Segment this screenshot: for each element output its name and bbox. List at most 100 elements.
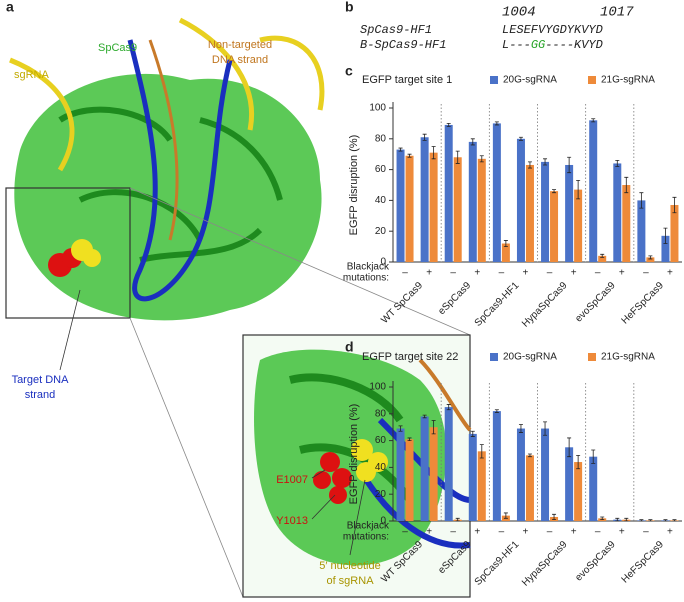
x-tick-label: HypaSpCas9: [520, 280, 570, 330]
bar: [405, 155, 414, 262]
sublabel: +: [667, 527, 673, 538]
chart-title: EGFP target site 22: [362, 351, 458, 363]
error-bar: [663, 227, 668, 244]
y-tick-label: 20: [375, 489, 387, 500]
bar: [396, 149, 405, 262]
bar: [477, 158, 486, 262]
y-tick-label: 100: [369, 382, 386, 393]
error-bar: [624, 517, 629, 522]
sublabel: –: [450, 268, 456, 279]
error-bar: [552, 513, 557, 521]
legend-label: 20G-sgRNA: [503, 75, 557, 86]
sublabel: +: [474, 268, 480, 279]
sublabel: –: [402, 268, 408, 279]
sublabel-title: mutations:: [343, 532, 389, 543]
error-bar: [615, 159, 620, 167]
error-bar: [431, 420, 436, 435]
y-tick-label: 40: [375, 462, 387, 473]
bar: [420, 137, 429, 262]
error-bar: [663, 519, 668, 522]
error-bar: [503, 240, 508, 247]
error-bar: [407, 437, 412, 441]
error-bar: [552, 189, 557, 194]
sequence-part: GG: [531, 38, 546, 52]
legend-swatch: [588, 76, 596, 84]
sublabel: –: [547, 527, 553, 538]
bar: [646, 257, 655, 262]
x-tick-label: SpCas9-HF1: [473, 280, 522, 329]
sublabel: –: [450, 527, 456, 538]
sequence-name: SpCas9-HF1: [360, 23, 432, 37]
x-tick-label: HeFSpCas9: [620, 280, 667, 327]
error-bar: [446, 404, 451, 411]
bar: [444, 124, 453, 262]
bar: [492, 411, 501, 521]
bar: [525, 164, 534, 262]
bar: [468, 433, 477, 521]
panel-label: d: [345, 339, 354, 355]
y-axis-label: EGFP disruption (%): [348, 135, 360, 236]
error-bar: [407, 153, 412, 158]
error-bar: [494, 121, 499, 126]
bar: [429, 427, 438, 521]
y-tick-label: 80: [375, 133, 387, 144]
error-bar: [591, 449, 596, 464]
error-bar: [639, 519, 644, 522]
error-bar: [503, 512, 508, 519]
error-bar: [615, 517, 620, 522]
error-bar: [600, 516, 605, 521]
sublabel: +: [523, 268, 529, 279]
x-tick-label: HypaSpCas9: [520, 539, 570, 589]
label: Target DNA: [12, 374, 70, 386]
bar: [589, 456, 598, 521]
x-tick-label: WT SpCas9: [379, 280, 425, 326]
y-axis-label: EGFP disruption (%): [348, 404, 360, 505]
error-bar: [527, 453, 532, 458]
error-bar: [543, 158, 548, 166]
bar: [613, 163, 622, 262]
y-tick-label: 0: [380, 516, 386, 527]
bar: [501, 243, 510, 262]
sequence-part: ----KVYD: [545, 38, 603, 52]
label: Y1013: [276, 515, 308, 527]
panel-label: c: [345, 63, 353, 79]
error-bar: [624, 176, 629, 194]
error-bar: [398, 147, 403, 152]
bar: [396, 428, 405, 521]
bar: [420, 416, 429, 521]
bar: [516, 428, 525, 521]
error-bar: [479, 155, 484, 163]
sublabel: –: [643, 527, 649, 538]
sublabel: +: [523, 527, 529, 538]
label: DNA strand: [212, 54, 268, 66]
label: E1007: [276, 474, 308, 486]
bar: [661, 235, 670, 262]
sequence-part: L---: [502, 38, 531, 52]
error-bar: [567, 437, 572, 458]
error-bar: [648, 519, 653, 522]
sequence-part: LESEFVYGDYKVYD: [502, 23, 603, 37]
bar: [405, 439, 414, 521]
legend-label: 20G-sgRNA: [503, 352, 557, 363]
error-bar: [543, 421, 548, 436]
bar: [492, 123, 501, 263]
y-tick-label: 80: [375, 408, 387, 419]
residue-number: 1017: [600, 5, 634, 21]
bar: [550, 191, 559, 262]
sublabel: –: [595, 527, 601, 538]
error-bar: [600, 253, 605, 258]
sequence: L---GG----KVYD: [502, 38, 603, 52]
error-bar: [672, 519, 677, 522]
error-bar: [518, 136, 523, 141]
bar: [525, 455, 534, 521]
legend-label: 21G-sgRNA: [601, 75, 655, 86]
sublabel: +: [426, 527, 432, 538]
sublabel: –: [499, 527, 505, 538]
y-tick-label: 20: [375, 226, 387, 237]
bar: [477, 451, 486, 521]
error-bar: [455, 517, 460, 522]
legend-label: 21G-sgRNA: [601, 352, 655, 363]
error-bar: [479, 444, 484, 459]
bar: [574, 462, 583, 521]
panel-label: b: [345, 0, 354, 15]
